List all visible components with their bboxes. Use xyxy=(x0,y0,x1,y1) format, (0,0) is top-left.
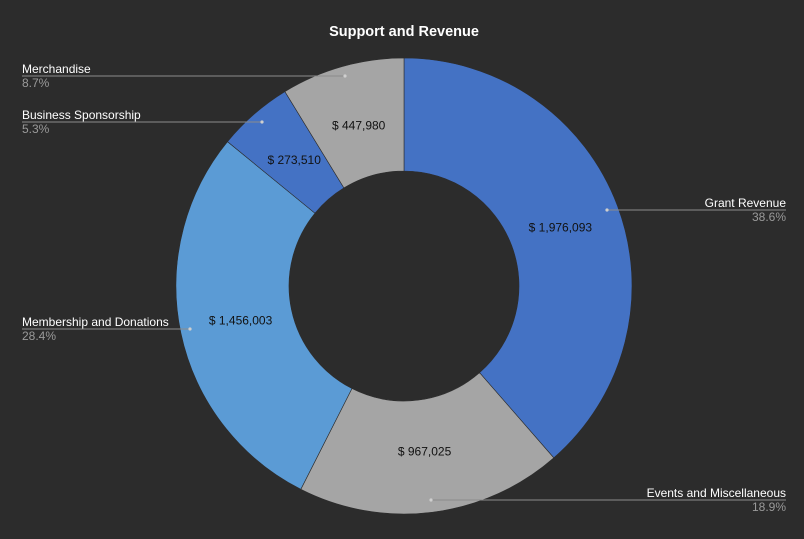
slice-grant-revenue[interactable] xyxy=(403,57,633,459)
legend-percent-membership-and-donations: 28.4% xyxy=(22,329,56,343)
chart-title: Support and Revenue xyxy=(329,24,479,40)
legend-percent-events-and-miscellaneous: 18.9% xyxy=(752,500,786,514)
slice-value-label-membership-and-donations: $ 1,456,003 xyxy=(209,313,273,327)
leader-dot-business-sponsorship xyxy=(260,120,264,124)
slice-value-label-grant-revenue: $ 1,976,093 xyxy=(529,220,593,234)
legend-percent-grant-revenue: 38.6% xyxy=(752,210,786,224)
slice-value-label-events-and-miscellaneous: $ 967,025 xyxy=(398,445,452,459)
leader-dot-events-and-miscellaneous xyxy=(429,498,433,502)
legend-percent-business-sponsorship: 5.3% xyxy=(22,122,50,136)
leader-dot-grant-revenue xyxy=(605,208,609,212)
slices-group xyxy=(175,57,633,515)
legend-name-business-sponsorship: Business Sponsorship xyxy=(22,108,141,122)
slice-value-label-business-sponsorship: $ 273,510 xyxy=(268,153,322,167)
legend-percent-merchandise: 8.7% xyxy=(22,76,50,90)
leader-dot-membership-and-donations xyxy=(188,327,192,331)
legend-name-membership-and-donations: Membership and Donations xyxy=(22,315,169,329)
legend-name-events-and-miscellaneous: Events and Miscellaneous xyxy=(647,486,786,500)
slice-merchandise[interactable] xyxy=(284,57,405,189)
slice-value-label-merchandise: $ 447,980 xyxy=(332,118,386,132)
value-labels-group: $ 1,976,093 $ 967,025 $ 1,456,003 $ 273,510… xyxy=(209,118,593,458)
slice-events-and-miscellaneous[interactable] xyxy=(300,372,555,515)
leader-dot-merchandise xyxy=(343,74,347,78)
legend-name-grant-revenue: Grant Revenue xyxy=(705,196,787,210)
slice-membership-and-donations[interactable] xyxy=(175,141,353,490)
legend-name-merchandise: Merchandise xyxy=(22,62,91,76)
